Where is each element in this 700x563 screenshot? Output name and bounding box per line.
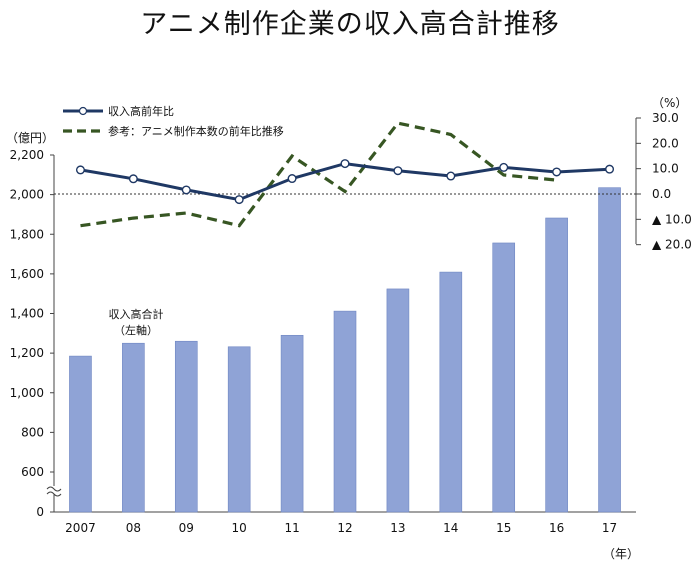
x-tick-label: 13 [390, 521, 405, 535]
legend-production-yoy-label: 参考：アニメ制作本数の前年比推移 [108, 124, 284, 138]
revenue-yoy-point [605, 164, 615, 174]
x-tick-label: 08 [126, 521, 141, 535]
x-tick-label: 15 [496, 521, 511, 535]
x-tick-label: 09 [179, 521, 194, 535]
legend-revenue-yoy-label: 収入高前年比 [108, 104, 174, 118]
revenue-yoy-point [552, 167, 562, 177]
x-axis-unit: （年） [603, 547, 639, 561]
revenue-bar [545, 217, 568, 513]
left-axis-unit: （億円） [6, 131, 54, 145]
revenue-bar [227, 346, 251, 513]
revenue-bar [122, 342, 145, 513]
revenue-bar [174, 340, 198, 513]
right-axis-unit: （%） [652, 96, 687, 110]
x-tick-label: 14 [443, 521, 458, 535]
left-tick-label: 2,200 [10, 148, 44, 162]
revenue-yoy-point [75, 165, 85, 175]
series-production-count-yoy [80, 121, 557, 228]
revenue-bar [280, 334, 304, 513]
x-tick-label: 16 [549, 521, 564, 535]
revenue-yoy-point [499, 162, 509, 172]
left-tick-label: 0 [36, 505, 44, 519]
revenue-yoy-point [340, 159, 350, 169]
x-tick-label: 12 [337, 521, 352, 535]
right-tick-label: ▲ 10.0 [652, 212, 692, 226]
left-tick-label: 600 [21, 465, 44, 479]
revenue-bar [439, 271, 463, 513]
revenue-bar [492, 242, 516, 513]
right-tick-label: ▲ 20.0 [652, 238, 692, 252]
left-tick-label: 1,000 [10, 386, 44, 400]
revenue-yoy-point [128, 174, 138, 184]
revenue-bar [333, 310, 357, 513]
x-tick-label: 10 [232, 521, 247, 535]
chart-title: アニメ制作企業の収入高合計推移 [140, 9, 560, 40]
revenue-yoy-point [287, 174, 297, 184]
x-tick-label: 11 [284, 521, 299, 535]
axis-break-mark [46, 486, 62, 497]
left-tick-label: 1,400 [10, 307, 44, 321]
revenue-yoy-point [181, 185, 191, 195]
bar-series-label: 収入高合計 [109, 307, 164, 321]
legend: 収入高前年比 参考：アニメ制作本数の前年比推移 [63, 104, 284, 138]
left-tick-label: 1,800 [10, 227, 44, 241]
x-tick-label: 2007 [65, 521, 96, 535]
left-tick-label: 1,600 [10, 267, 44, 281]
left-tick-label: 800 [21, 425, 44, 439]
revenue-bar [69, 355, 92, 513]
legend-revenue-yoy-marker [78, 106, 88, 116]
right-tick-label: 20.0 [652, 136, 679, 150]
right-tick-label: 0.0 [652, 187, 671, 201]
x-tick-label: 17 [602, 521, 617, 535]
revenue-yoy-point [234, 195, 244, 205]
right-tick-label: 10.0 [652, 162, 679, 176]
revenue-bar [386, 288, 410, 513]
left-tick-label: 1,200 [10, 346, 44, 360]
left-tick-label: 2,000 [10, 188, 44, 202]
revenue-yoy-point [393, 166, 403, 176]
bar-series-axis-note: （左軸） [114, 323, 158, 337]
right-tick-label: 30.0 [652, 111, 679, 125]
revenue-yoy-point [446, 171, 456, 181]
revenue-bar [598, 187, 621, 513]
